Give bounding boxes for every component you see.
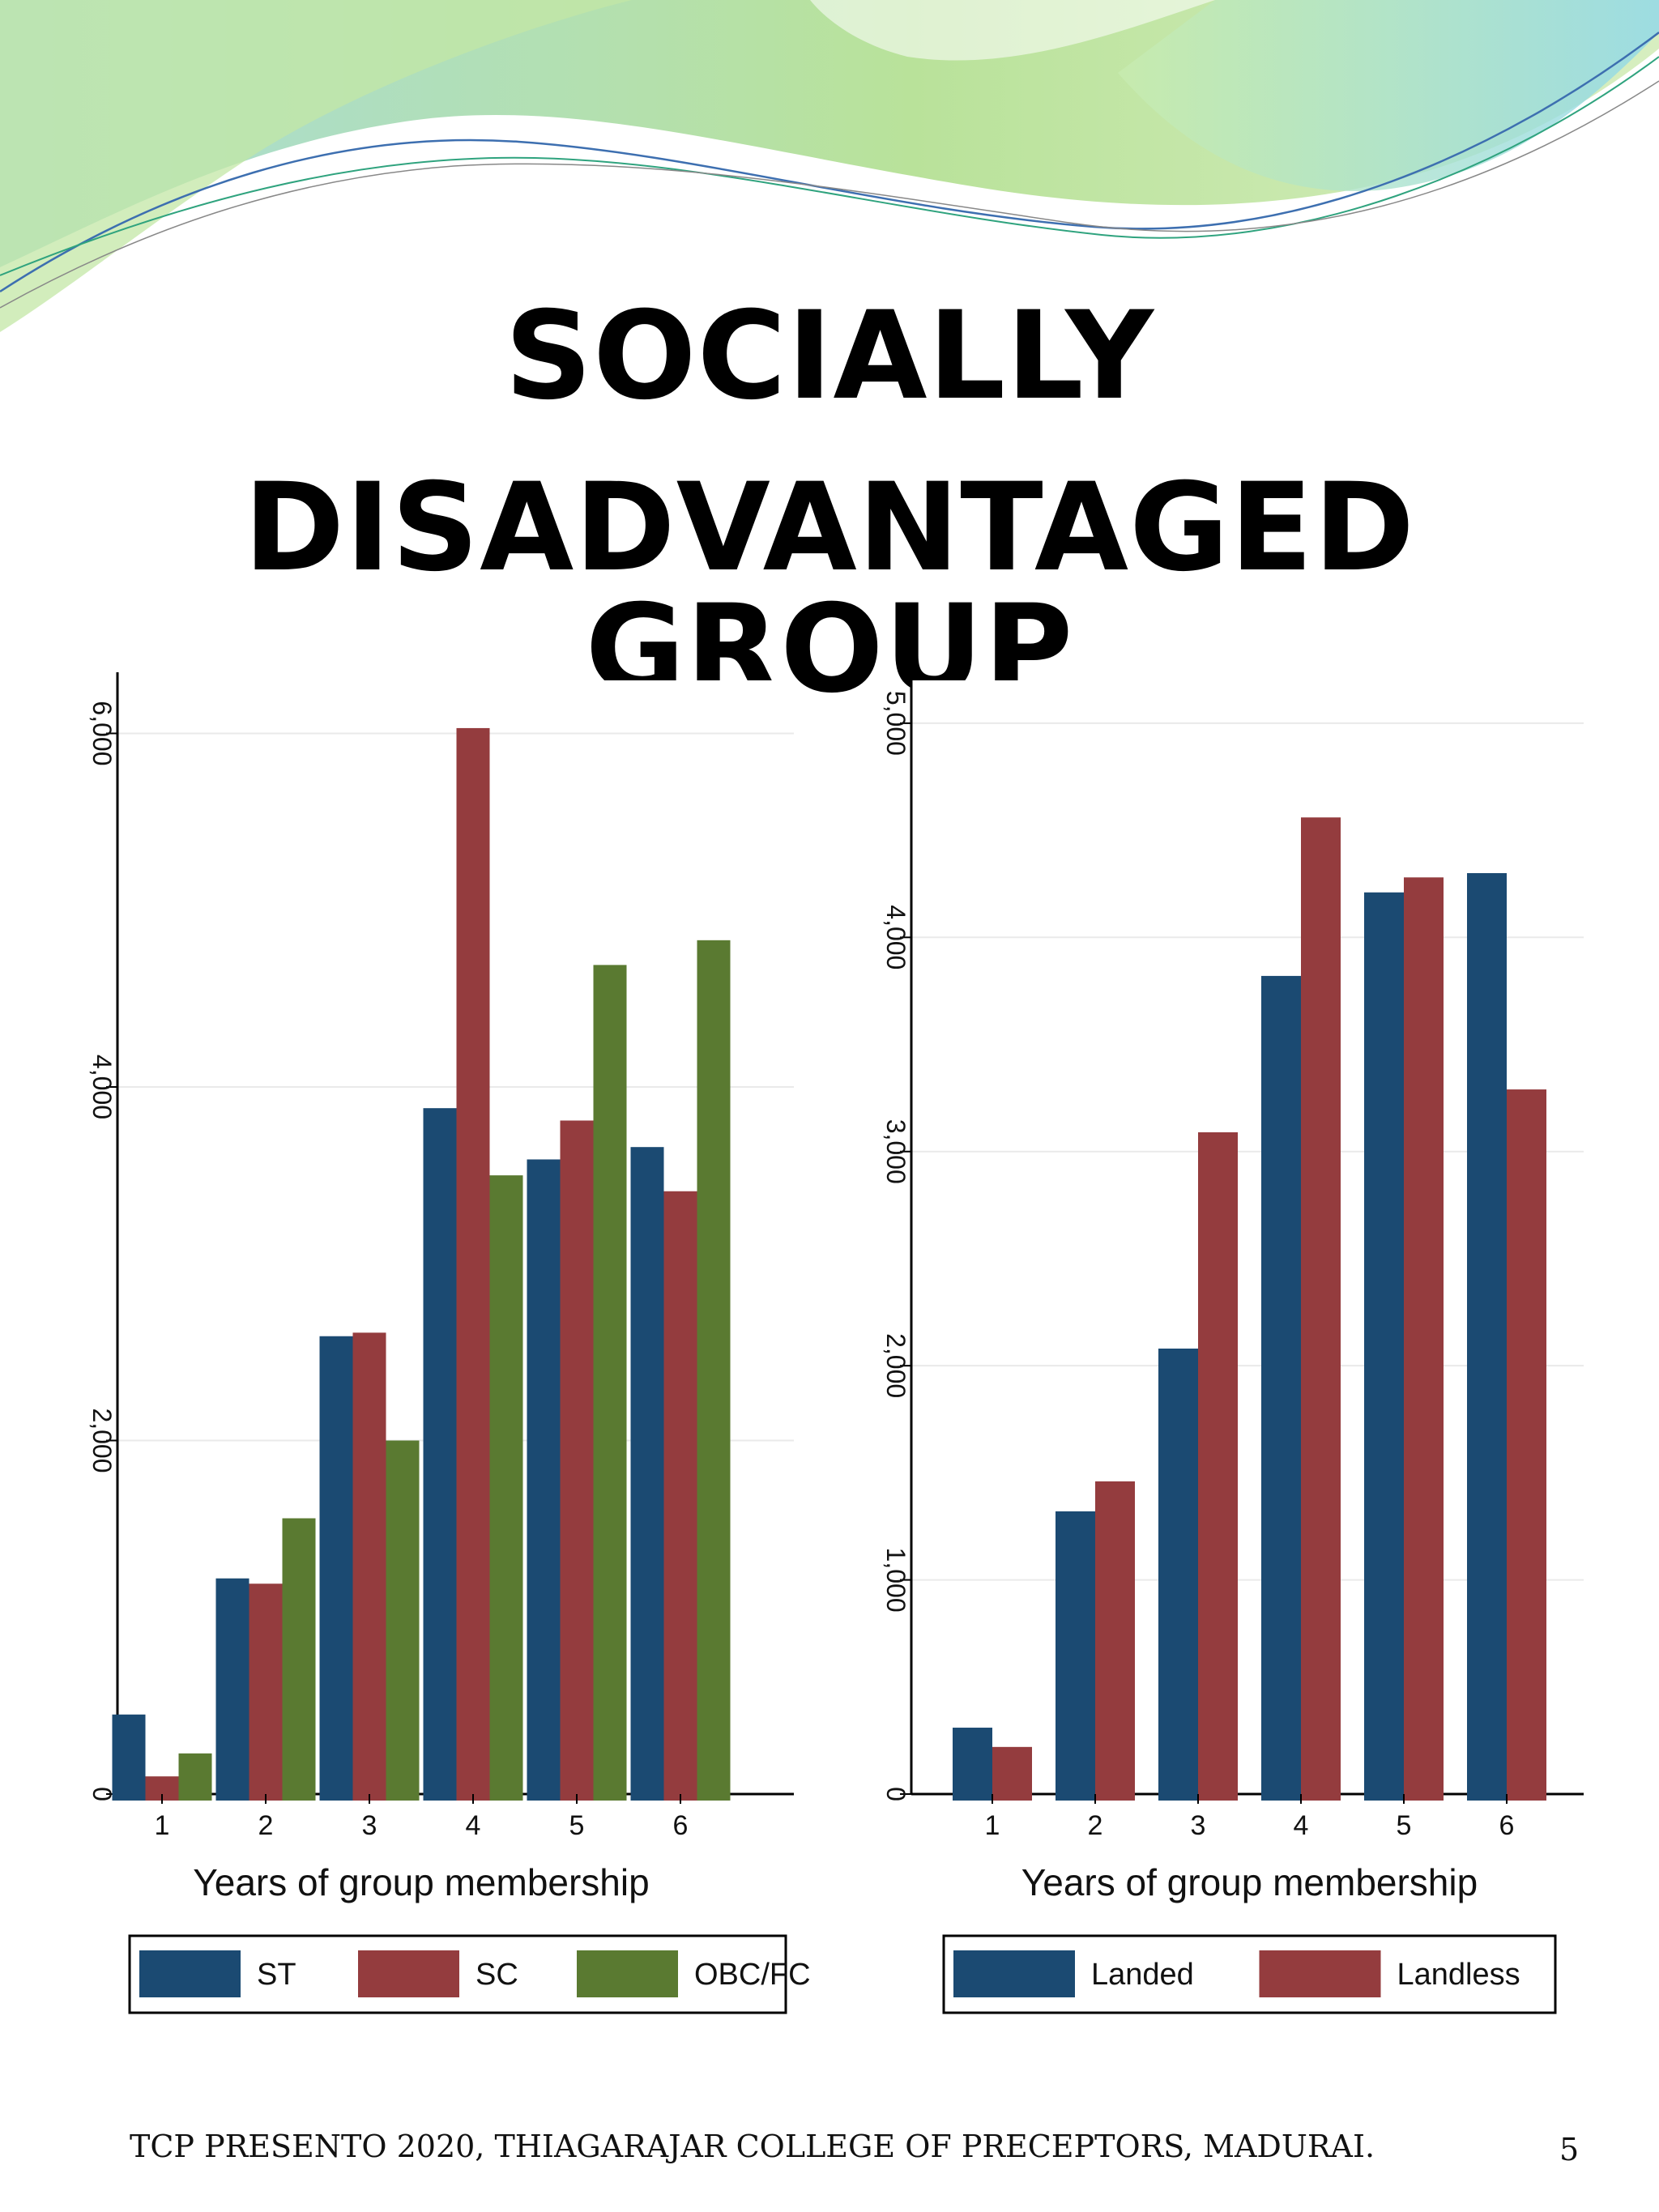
legend-label-st: ST — [257, 1958, 296, 1992]
chart-by-land-owner: 0 1,000 2,000 3,000 4,000 5,000 1 2 3 4 5 6 Years of… — [881, 672, 1584, 2014]
y-tick-label: 6,000 — [87, 701, 117, 765]
chart-by-caste: 0 2,000 4,000 6,000 1 2 3 4 5 6 Years of group mem… — [87, 672, 810, 2014]
bar-landed-6 — [1467, 872, 1507, 1801]
bar-obc-fc-1 — [178, 1753, 212, 1801]
bar-landless-1 — [992, 1746, 1032, 1801]
bar-st-2 — [215, 1578, 249, 1801]
x-tick-label: 3 — [1191, 1810, 1206, 1841]
y-tick-label: 0 — [881, 1787, 911, 1801]
x-tick-label: 1 — [155, 1810, 170, 1841]
page-number: 5 — [1559, 2132, 1580, 2167]
legend-swatch-landless — [1259, 1950, 1381, 1997]
bar-landless-4 — [1301, 817, 1341, 1801]
legend-label-sc: SC — [476, 1958, 518, 1992]
x-tick-label: 6 — [673, 1810, 689, 1841]
bar-obc-fc-6 — [697, 940, 731, 1801]
bar-landed-1 — [953, 1728, 992, 1801]
bar-landless-3 — [1198, 1132, 1238, 1801]
bar-sc-3 — [352, 1332, 386, 1801]
bar-sc-4 — [456, 727, 490, 1801]
legend-swatch-sc — [358, 1950, 459, 1997]
bar-st-4 — [423, 1108, 457, 1801]
bar-obc-fc-2 — [282, 1518, 316, 1801]
bar-landed-3 — [1158, 1349, 1198, 1801]
y-tick-label: 3,000 — [881, 1119, 911, 1184]
y-tick-label: 2,000 — [881, 1333, 911, 1398]
x-tick-label: 4 — [1294, 1810, 1309, 1841]
y-tick-label: 5,000 — [881, 691, 911, 756]
bar-obc-fc-3 — [386, 1440, 420, 1801]
y-tick-label: 4,000 — [87, 1055, 117, 1119]
legend-swatch-obc-fc — [577, 1950, 678, 1997]
bar-landless-5 — [1404, 877, 1444, 1801]
bar-landless-2 — [1095, 1481, 1135, 1801]
x-tick-label: 4 — [466, 1810, 481, 1841]
x-tick-label: 1 — [985, 1810, 1000, 1841]
x-axis-label: Years of group membership — [1021, 1861, 1478, 1903]
x-tick-label: 2 — [1088, 1810, 1103, 1841]
legend-label-landless: Landless — [1397, 1958, 1520, 1992]
bar-landless-6 — [1507, 1089, 1546, 1801]
footer-credit: TCP PRESENTO 2020, THIAGARAJAR COLLEGE O… — [130, 2129, 1375, 2164]
y-tick-label: 1,000 — [881, 1548, 911, 1613]
bar-landed-4 — [1261, 975, 1301, 1801]
legend-swatch-st — [139, 1950, 241, 1997]
x-tick-label: 5 — [569, 1810, 585, 1841]
bar-st-1 — [112, 1714, 146, 1801]
x-tick-label: 6 — [1499, 1810, 1515, 1841]
legend-label-landed: Landed — [1091, 1958, 1194, 1992]
bar-st-6 — [630, 1147, 664, 1801]
bar-landed-5 — [1364, 892, 1404, 1801]
legend-label-obc-fc: OBC/FC — [694, 1958, 810, 1992]
y-tick-label: 4,000 — [881, 905, 911, 970]
y-tick-label: 2,000 — [87, 1408, 117, 1473]
y-tick-label: 0 — [87, 1787, 117, 1801]
bar-sc-6 — [663, 1191, 697, 1801]
slide-title-line-1: SOCIALLY — [505, 286, 1154, 427]
bar-obc-fc-4 — [489, 1175, 523, 1801]
x-tick-label: 5 — [1397, 1810, 1412, 1841]
bar-st-5 — [527, 1159, 561, 1801]
legend-swatch-landed — [953, 1950, 1075, 1997]
bar-obc-fc-5 — [593, 965, 627, 1801]
x-axis-label: Years of group membership — [193, 1861, 649, 1903]
bar-landed-2 — [1056, 1511, 1095, 1801]
bar-sc-5 — [560, 1120, 594, 1801]
x-tick-label: 2 — [258, 1810, 274, 1841]
bar-st-3 — [319, 1336, 353, 1801]
bar-sc-2 — [249, 1583, 283, 1801]
x-tick-label: 3 — [362, 1810, 377, 1841]
